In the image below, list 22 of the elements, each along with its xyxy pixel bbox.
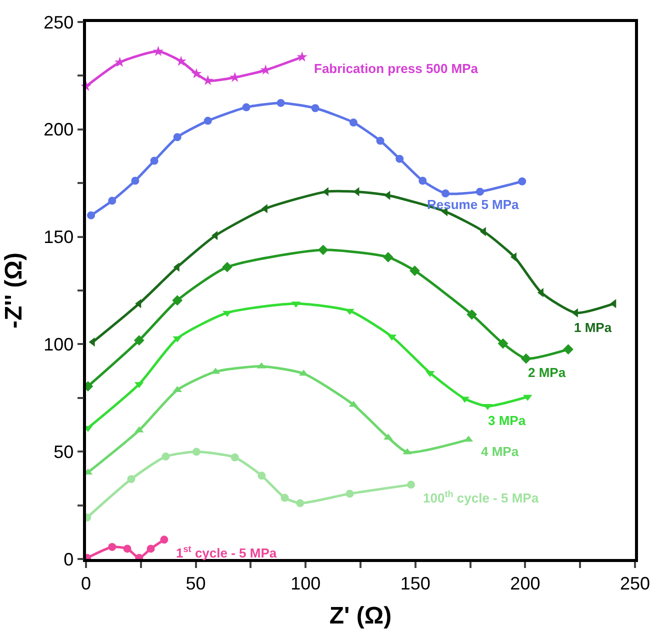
series-label: 4 MPa [481,444,520,459]
x-axis-title: Z' (Ω) [329,602,392,630]
y-tick-label: 200 [44,120,74,140]
series-label: 100$^{th}$ cycle - 5 MPa [423,489,540,506]
x-tick-label: 150 [400,573,430,594]
series-label: 2 MPa [528,365,566,380]
x-tick-label: 250 [620,573,650,594]
series-label: 1$^{st}$ cycle - 5 MPa [176,544,278,560]
x-tick-label: 50 [186,573,206,594]
series-label: 3 MPa [488,413,526,428]
y-tick-label: 50 [54,442,74,462]
y-tick-label: 150 [44,227,74,248]
y-tick-label: 100 [44,334,74,354]
y-tick-label: 0 [64,549,74,570]
y-tick-label: 250 [44,12,74,32]
series-label: 1 MPa [574,320,612,335]
series-label: Fabrication press 500 MPa [314,61,479,76]
series-label: Resume 5 MPa [427,197,520,212]
x-tick-label: 100 [290,573,321,594]
x-tick-label: 200 [510,573,540,594]
x-tick-label: 0 [80,573,92,594]
y-axis-title: -Z'' (Ω) [0,252,28,328]
